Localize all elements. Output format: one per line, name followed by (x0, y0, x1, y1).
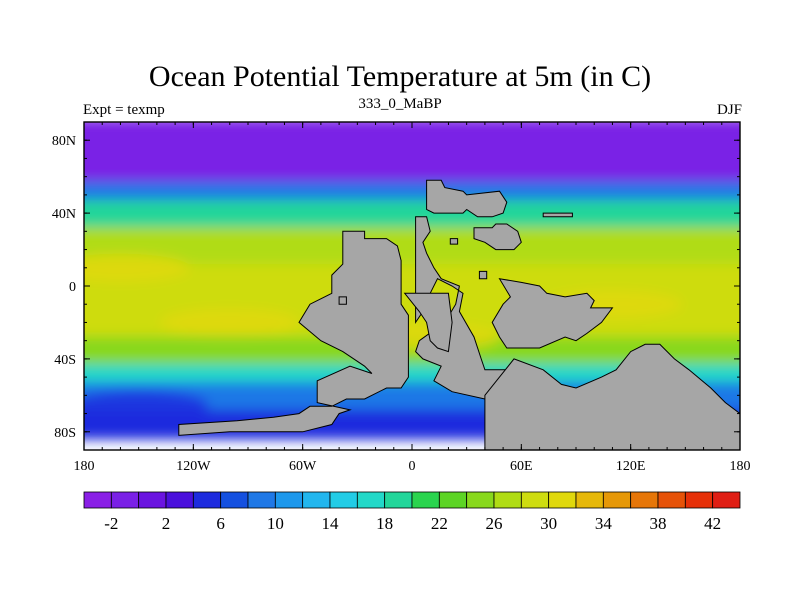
land-africa-main (403, 292, 453, 353)
colorbar-swatch (411, 491, 440, 509)
land-small-isle-3 (338, 296, 347, 305)
x-tick-label: 180 (730, 459, 751, 474)
temperature-anomaly (84, 253, 191, 282)
colorbar-swatch (520, 491, 550, 509)
y-tick-label: 80S (54, 426, 76, 441)
colorbar-label: 6 (216, 514, 225, 533)
colorbar-label: 34 (595, 514, 613, 533)
colorbar-swatch (247, 491, 276, 509)
temperature-band (84, 122, 740, 190)
colorbar-swatch (712, 491, 741, 509)
colorbar-swatch (165, 491, 194, 509)
land-small-isle-1 (449, 238, 459, 245)
land-europe-africa (415, 216, 522, 400)
colorbar-label: 14 (322, 514, 340, 533)
colorbar-label: -2 (104, 514, 118, 533)
experiment-label: Expt = texmp (83, 102, 165, 118)
y-tick-label: 40N (52, 207, 76, 222)
colorbar-swatch (548, 491, 577, 509)
colorbar-label: 42 (704, 514, 721, 533)
land-americas (178, 230, 409, 436)
colorbar-swatch (384, 491, 413, 509)
colorbar-swatch (274, 491, 304, 509)
colorbar-swatch (220, 491, 249, 509)
colorbar-swatch (466, 491, 495, 509)
colorbar-swatch (83, 491, 112, 509)
colorbar-swatch (302, 491, 331, 509)
colorbar-swatch (438, 491, 468, 509)
colorbar-label: 18 (376, 514, 393, 533)
colorbar-swatch (602, 491, 632, 509)
x-tick-label: 120W (176, 459, 211, 474)
colorbar-swatch (138, 491, 167, 509)
x-tick-label: 60E (510, 459, 533, 474)
axis-ticks: 180 120W 60W 0 60E 120E 180 80N 40N 0 40S 80S (52, 122, 751, 474)
land-small-isle-2 (478, 270, 488, 280)
colorbar-swatch (684, 491, 714, 509)
colorbar-swatch (192, 491, 222, 509)
colorbar-swatch (329, 491, 358, 509)
colorbar-swatch (493, 491, 522, 509)
colorbar-swatch (110, 491, 140, 509)
colorbar-label: 22 (431, 514, 448, 533)
chart-title: Ocean Potential Temperature at 5m (in C) (148, 60, 652, 93)
x-tick-label: 0 (409, 459, 416, 474)
colorbar-swatch (575, 491, 604, 509)
colorbar-label: 2 (162, 514, 171, 533)
time-label: 333_0_MaBP (358, 96, 442, 112)
y-tick-label: 80N (52, 134, 76, 149)
season-label: DJF (716, 102, 742, 118)
land-east-island (542, 212, 573, 218)
colorbar-label: 10 (267, 514, 284, 533)
land-north-asia (426, 179, 508, 218)
colorbar-label: 26 (486, 514, 503, 533)
land-indonesia-australia (491, 278, 614, 349)
x-tick-label: 60W (289, 459, 317, 474)
colorbar: -2 2 6 10 14 18 22 26 30 34 38 42 (83, 491, 741, 533)
temperature-anomaly (159, 308, 300, 337)
x-tick-label: 180 (74, 459, 95, 474)
land-mid-asia (473, 223, 522, 251)
x-tick-label: 120E (616, 459, 646, 474)
land-south-east (484, 343, 740, 450)
land-masks (178, 179, 740, 450)
y-tick-label: 0 (69, 280, 76, 295)
colorbar-label: 30 (540, 514, 557, 533)
y-tick-label: 40S (54, 353, 76, 368)
colorbar-label: 38 (650, 514, 667, 533)
colorbar-swatch (630, 491, 659, 509)
colorbar-swatch (657, 491, 686, 509)
colorbar-swatch (356, 491, 386, 509)
temperature-anomaly (84, 390, 209, 419)
